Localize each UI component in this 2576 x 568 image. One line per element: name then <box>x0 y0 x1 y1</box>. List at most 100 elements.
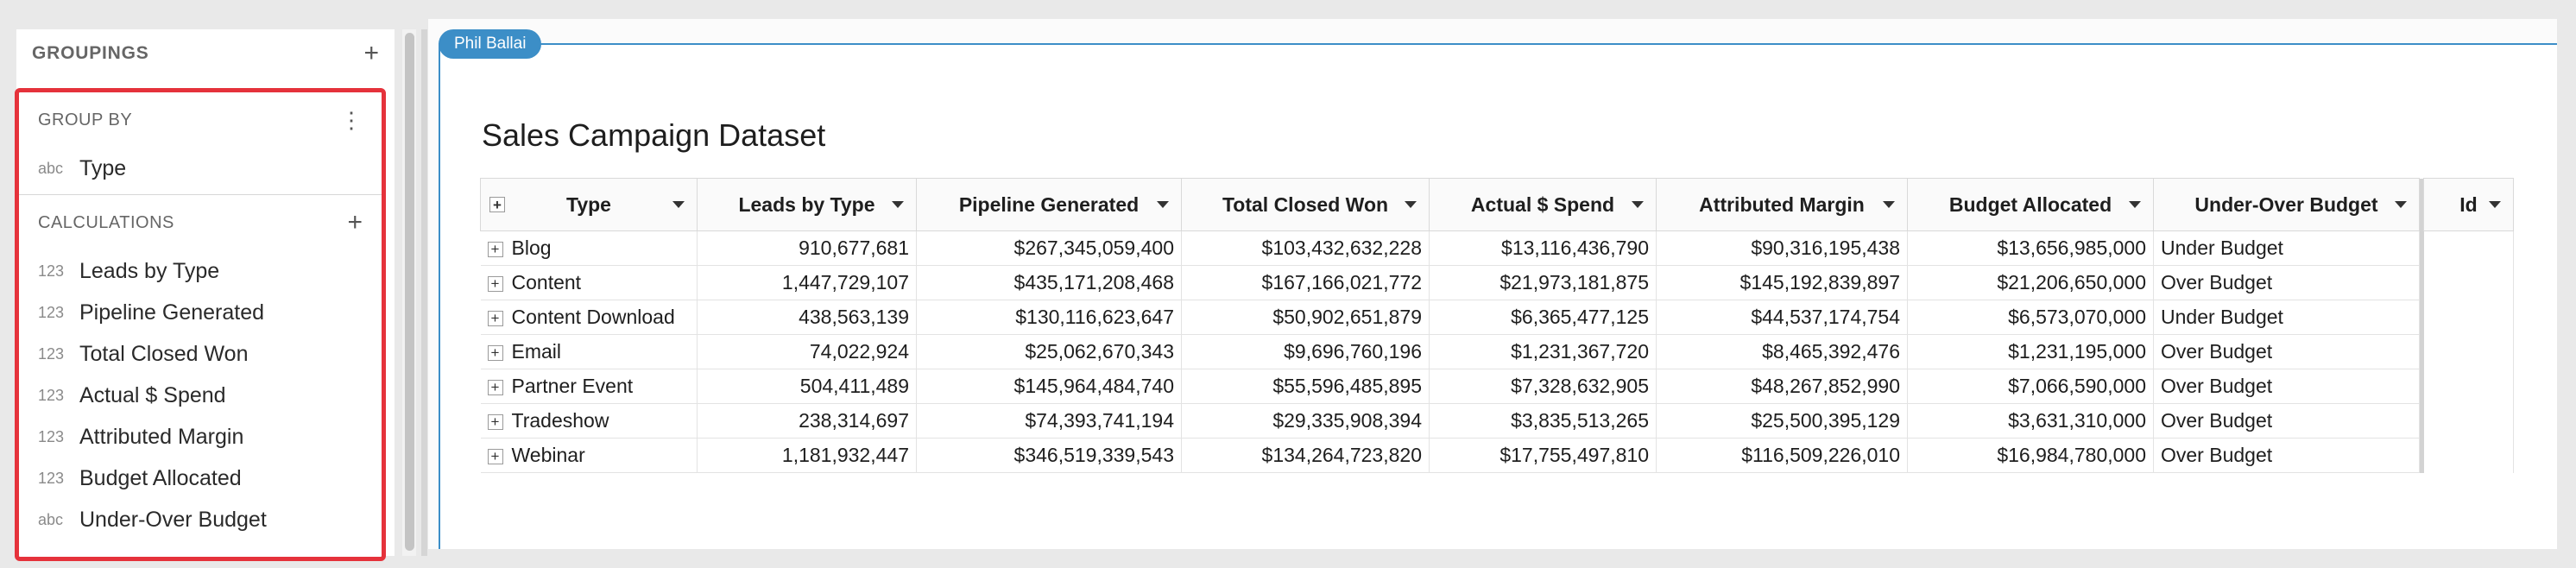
table-cell[interactable]: $8,465,392,476 <box>1656 334 1908 369</box>
table-cell[interactable]: 438,563,139 <box>697 300 917 335</box>
table-cell[interactable]: Over Budget <box>2153 369 2420 404</box>
table-cell[interactable]: 238,314,697 <box>697 403 917 439</box>
table-element[interactable]: Sales Campaign Dataset + Type Leads by Typ… <box>439 43 2557 549</box>
column-header-total-closed-won[interactable]: Total Closed Won <box>1181 178 1430 231</box>
table-cell[interactable]: $13,116,436,790 <box>1429 230 1657 266</box>
table-cell[interactable]: $1,231,367,720 <box>1429 334 1657 369</box>
table-cell[interactable]: $145,964,484,740 <box>916 369 1182 404</box>
table-cell-id[interactable] <box>2423 369 2514 404</box>
dataset-title[interactable]: Sales Campaign Dataset <box>482 117 826 153</box>
kebab-menu-icon[interactable]: ⋮ <box>340 107 363 133</box>
column-header-pipeline-generated[interactable]: Pipeline Generated <box>916 178 1182 231</box>
column-header-id[interactable]: Id <box>2423 178 2514 231</box>
expand-all-plus-icon[interactable]: + <box>489 197 505 212</box>
table-cell-id[interactable] <box>2423 265 2514 300</box>
table-cell[interactable]: $74,393,741,194 <box>916 403 1182 439</box>
table-cell[interactable]: 910,677,681 <box>697 230 917 266</box>
table-cell[interactable]: $134,264,723,820 <box>1181 438 1430 473</box>
panel-scrollbar[interactable] <box>402 29 416 556</box>
table-cell[interactable]: $50,902,651,879 <box>1181 300 1430 335</box>
column-menu-caret-icon[interactable] <box>672 201 685 208</box>
table-cell[interactable]: $145,192,839,897 <box>1656 265 1908 300</box>
table-cell-id[interactable] <box>2423 300 2514 335</box>
column-menu-caret-icon[interactable] <box>1632 201 1644 208</box>
table-cell[interactable]: $435,171,208,468 <box>916 265 1182 300</box>
expand-row-plus-icon[interactable]: + <box>487 310 503 326</box>
field-total-closed-won[interactable]: 123 Total Closed Won <box>19 333 382 375</box>
add-calculation-plus-icon[interactable]: + <box>347 208 363 237</box>
table-cell[interactable]: $6,365,477,125 <box>1429 300 1657 335</box>
table-row[interactable]: + Blog 910,677,681 $267,345,059,400 $103,432… <box>480 230 2514 266</box>
table-cell[interactable]: $90,316,195,438 <box>1656 230 1908 266</box>
column-header-under-over-budget[interactable]: Under-Over Budget <box>2153 178 2420 231</box>
table-cell[interactable]: $1,231,195,000 <box>1907 334 2154 369</box>
table-cell[interactable]: $116,509,226,010 <box>1656 438 1908 473</box>
table-row[interactable]: + Email 74,022,924 $25,062,670,343 $9,696,76… <box>480 334 2514 369</box>
table-cell[interactable]: + Blog <box>480 230 698 266</box>
field-budget-allocated[interactable]: 123 Budget Allocated <box>19 458 382 499</box>
table-cell[interactable]: Under Budget <box>2153 300 2420 335</box>
table-cell-id[interactable] <box>2423 334 2514 369</box>
table-cell[interactable]: $7,328,632,905 <box>1429 369 1657 404</box>
field-under-over-budget[interactable]: abc Under-Over Budget <box>19 499 382 540</box>
table-cell[interactable]: $7,066,590,000 <box>1907 369 2154 404</box>
column-header-actual-spend[interactable]: Actual $ Spend <box>1429 178 1657 231</box>
table-cell-id[interactable] <box>2423 438 2514 473</box>
expand-row-plus-icon[interactable]: + <box>487 241 503 257</box>
column-menu-caret-icon[interactable] <box>2489 201 2501 208</box>
table-cell[interactable]: Over Budget <box>2153 265 2420 300</box>
column-menu-caret-icon[interactable] <box>2129 201 2141 208</box>
expand-row-plus-icon[interactable]: + <box>487 344 503 361</box>
table-cell-id[interactable] <box>2423 230 2514 266</box>
table-cell[interactable]: + Tradeshow <box>480 403 698 439</box>
table-cell[interactable]: $103,432,632,228 <box>1181 230 1430 266</box>
table-cell[interactable]: $21,973,181,875 <box>1429 265 1657 300</box>
table-cell[interactable]: $9,696,760,196 <box>1181 334 1430 369</box>
table-cell[interactable]: Over Budget <box>2153 438 2420 473</box>
table-cell[interactable]: + Partner Event <box>480 369 698 404</box>
expand-row-plus-icon[interactable]: + <box>487 275 503 292</box>
table-row[interactable]: + Partner Event 504,411,489 $145,964,484,74… <box>480 369 2514 404</box>
column-header-attributed-margin[interactable]: Attributed Margin <box>1656 178 1908 231</box>
table-cell[interactable]: $6,573,070,000 <box>1907 300 2154 335</box>
expand-row-plus-icon[interactable]: + <box>487 379 503 395</box>
table-cell[interactable]: $3,835,513,265 <box>1429 403 1657 439</box>
table-cell[interactable]: $167,166,021,772 <box>1181 265 1430 300</box>
table-cell[interactable]: $44,537,174,754 <box>1656 300 1908 335</box>
expand-row-plus-icon[interactable]: + <box>487 413 503 430</box>
table-cell[interactable]: 1,447,729,107 <box>697 265 917 300</box>
panel-resize-gutter[interactable] <box>421 29 427 556</box>
column-menu-caret-icon[interactable] <box>1883 201 1895 208</box>
column-header-type[interactable]: + Type <box>480 178 698 231</box>
column-menu-caret-icon[interactable] <box>1405 201 1417 208</box>
table-cell[interactable]: $130,116,623,647 <box>916 300 1182 335</box>
table-cell[interactable]: 1,181,932,447 <box>697 438 917 473</box>
table-row[interactable]: + Tradeshow 238,314,697 $74,393,741,194 $29,… <box>480 403 2514 439</box>
field-actual-spend[interactable]: 123 Actual $ Spend <box>19 375 382 416</box>
field-pipeline-generated[interactable]: 123 Pipeline Generated <box>19 292 382 333</box>
column-menu-caret-icon[interactable] <box>892 201 904 208</box>
table-cell[interactable]: $55,596,485,895 <box>1181 369 1430 404</box>
table-cell[interactable]: Over Budget <box>2153 334 2420 369</box>
table-row[interactable]: + Content 1,447,729,107 $435,171,208,468 $16… <box>480 265 2514 300</box>
column-header-leads-by-type[interactable]: Leads by Type <box>697 178 917 231</box>
table-cell[interactable]: 504,411,489 <box>697 369 917 404</box>
table-cell[interactable]: Over Budget <box>2153 403 2420 439</box>
table-cell[interactable]: $267,345,059,400 <box>916 230 1182 266</box>
table-cell[interactable]: 74,022,924 <box>697 334 917 369</box>
add-grouping-plus-icon[interactable]: + <box>363 39 379 67</box>
table-cell[interactable]: $13,656,985,000 <box>1907 230 2154 266</box>
table-cell[interactable]: Under Budget <box>2153 230 2420 266</box>
table-cell[interactable]: + Webinar <box>480 438 698 473</box>
field-attributed-margin[interactable]: 123 Attributed Margin <box>19 416 382 458</box>
table-cell[interactable]: + Content <box>480 265 698 300</box>
table-cell[interactable]: $17,755,497,810 <box>1429 438 1657 473</box>
table-row[interactable]: + Webinar 1,181,932,447 $346,519,339,543 $13… <box>480 438 2514 473</box>
table-cell[interactable]: + Email <box>480 334 698 369</box>
column-menu-caret-icon[interactable] <box>2395 201 2407 208</box>
table-cell[interactable]: + Content Download <box>480 300 698 335</box>
table-cell[interactable]: $21,206,650,000 <box>1907 265 2154 300</box>
table-cell[interactable]: $346,519,339,543 <box>916 438 1182 473</box>
table-cell[interactable]: $29,335,908,394 <box>1181 403 1430 439</box>
column-menu-caret-icon[interactable] <box>1157 201 1169 208</box>
